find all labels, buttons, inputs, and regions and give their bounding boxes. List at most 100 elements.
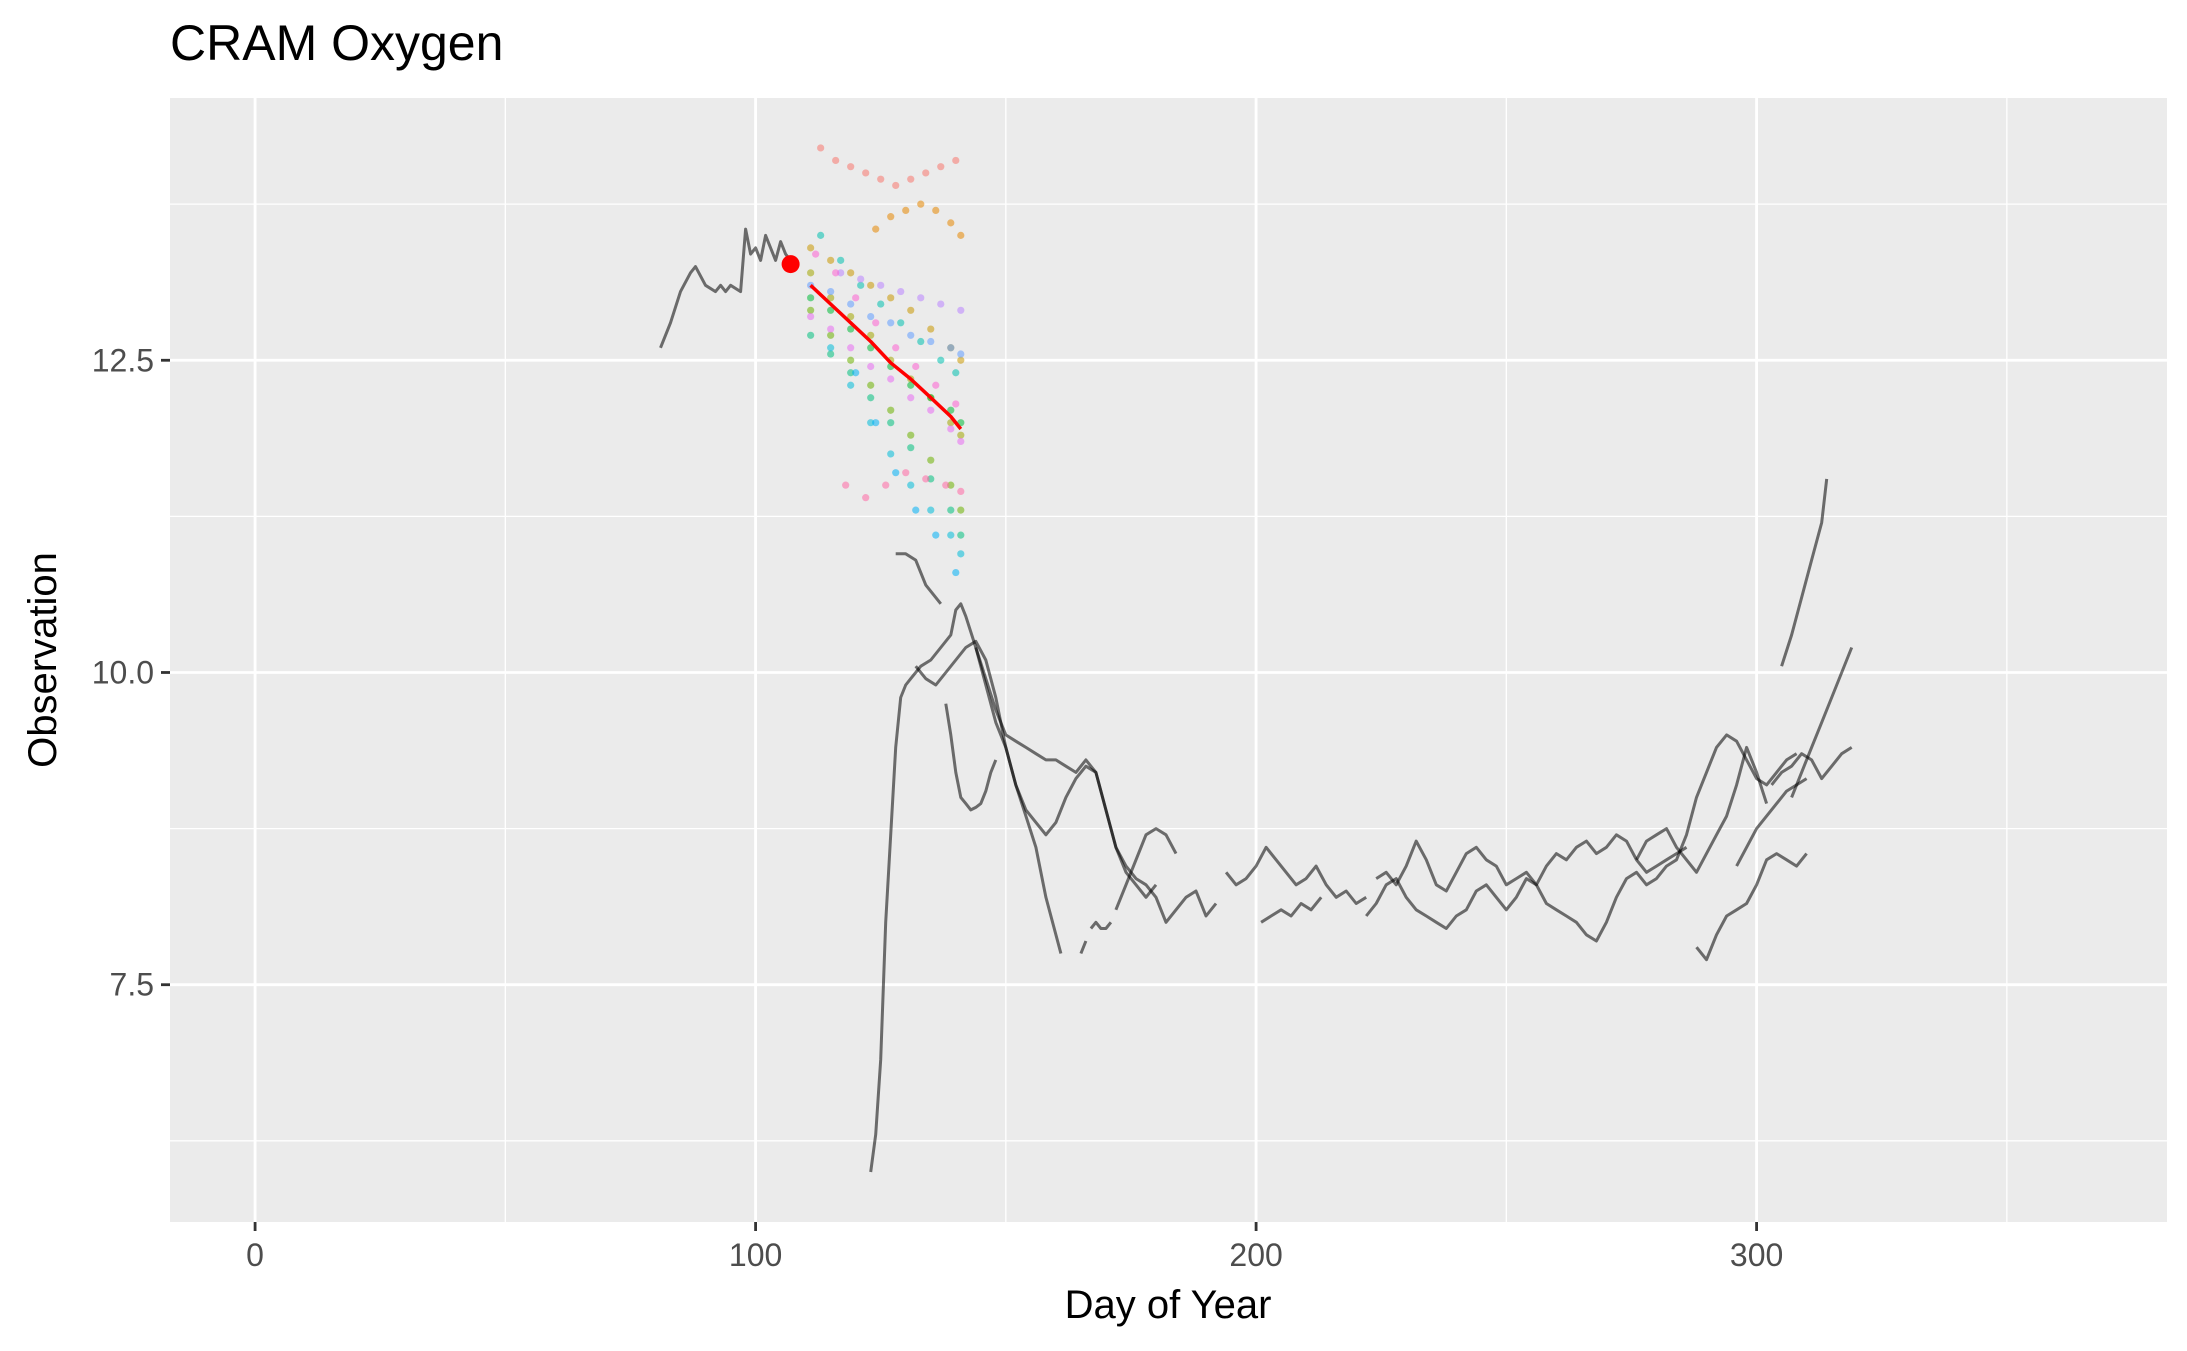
ensemble-point	[872, 319, 880, 327]
ensemble-point	[867, 381, 875, 389]
ensemble-point	[907, 331, 915, 339]
ensemble-point	[957, 487, 965, 495]
ensemble-point	[887, 294, 895, 302]
ensemble-point	[952, 156, 960, 165]
ensemble-point	[832, 269, 840, 277]
ensemble-point	[882, 481, 890, 489]
ensemble-layer	[807, 144, 965, 577]
ensemble-point	[947, 219, 955, 227]
forecast-layer	[781, 255, 963, 431]
observation-line	[1079, 940, 1088, 955]
observation-line	[974, 647, 1063, 954]
ensemble-point	[812, 250, 820, 258]
ensemble-point	[902, 469, 910, 477]
forecast-mean-line	[809, 284, 963, 431]
grid-layer	[170, 98, 2167, 1222]
ensemble-point	[857, 275, 865, 283]
x-tick-label: 100	[729, 1237, 782, 1273]
ensemble-point	[862, 494, 870, 502]
ensemble-point	[847, 344, 855, 352]
ensemble-point	[872, 419, 880, 427]
ensemble-point	[947, 506, 955, 514]
observation-line	[1260, 896, 1323, 924]
ensemble-point	[827, 344, 835, 352]
y-tick-label: 10.0	[92, 654, 154, 690]
ensemble-point	[952, 400, 960, 408]
ensemble-point	[937, 163, 945, 171]
ensemble-point	[947, 481, 955, 489]
ensemble-point	[887, 319, 895, 327]
ensemble-point	[907, 381, 915, 389]
ensemble-point	[927, 475, 935, 483]
observation-layer	[659, 227, 1854, 1173]
ensemble-point	[847, 369, 855, 377]
ensemble-point	[957, 431, 965, 439]
ensemble-point	[907, 444, 915, 452]
ensemble-point	[887, 406, 895, 414]
ensemble-point	[957, 550, 965, 558]
ensemble-point	[912, 362, 920, 371]
y-tick-label: 7.5	[110, 967, 154, 1003]
ensemble-point	[907, 394, 915, 402]
ensemble-point	[832, 156, 840, 165]
x-axis-title: Day of Year	[1065, 1283, 1272, 1327]
ensemble-point	[897, 287, 905, 296]
observation-line	[895, 552, 942, 605]
ensemble-point	[887, 450, 895, 458]
observation-line	[1375, 833, 1688, 893]
observation-line	[1635, 745, 1769, 874]
ensemble-point	[957, 437, 965, 446]
ensemble-point	[947, 531, 955, 539]
ensemble-point	[887, 375, 895, 383]
ensemble-point	[847, 356, 855, 364]
ensemble-point	[847, 269, 855, 277]
ensemble-point	[887, 419, 895, 427]
ensemble-point	[907, 175, 915, 183]
ensemble-point	[927, 325, 935, 333]
ensemble-point	[952, 568, 960, 577]
ensemble-point	[947, 344, 955, 352]
ensemble-point	[867, 281, 875, 289]
ensemble-point	[897, 319, 905, 327]
ensemble-point	[827, 294, 835, 302]
ensemble-point	[927, 506, 935, 514]
ensemble-point	[887, 213, 895, 221]
ensemble-point	[847, 381, 855, 389]
ensemble-point	[917, 200, 925, 208]
ensemble-point	[867, 419, 875, 427]
observation-line	[1770, 746, 1853, 786]
ensemble-point	[837, 269, 845, 277]
ensemble-point	[867, 394, 875, 402]
observation-line	[944, 703, 998, 812]
ensemble-point	[837, 256, 845, 264]
ensemble-point	[827, 256, 835, 264]
ensemble-point	[847, 312, 855, 321]
ensemble-point	[852, 294, 860, 302]
ensemble-point	[877, 300, 885, 308]
ensemble-point	[842, 481, 850, 489]
x-tick-label: 300	[1730, 1237, 1783, 1273]
ensemble-point	[922, 169, 930, 177]
forecast-start-point	[781, 255, 800, 274]
ensemble-point	[807, 331, 815, 339]
ensemble-point	[957, 356, 965, 364]
ensemble-point	[847, 300, 855, 308]
ensemble-point	[867, 362, 875, 371]
ensemble-point	[862, 169, 870, 177]
ensemble-point	[932, 206, 940, 214]
ensemble-point	[957, 531, 965, 539]
axis-layer: 0 100 200 300 7.5 10.0 12.5	[92, 342, 1784, 1273]
ensemble-point	[892, 344, 900, 352]
ensemble-point	[957, 231, 965, 239]
observation-line	[1114, 827, 1178, 911]
observation-line	[1365, 733, 1798, 943]
ensemble-point	[907, 481, 915, 489]
observation-line	[1224, 845, 1367, 905]
ensemble-point	[952, 369, 960, 377]
ensemble-point	[847, 163, 855, 171]
observation-line	[1735, 777, 1808, 867]
ensemble-point	[947, 425, 955, 433]
ensemble-point	[827, 325, 835, 333]
ensemble-point	[927, 456, 935, 464]
ensemble-point	[932, 531, 940, 539]
